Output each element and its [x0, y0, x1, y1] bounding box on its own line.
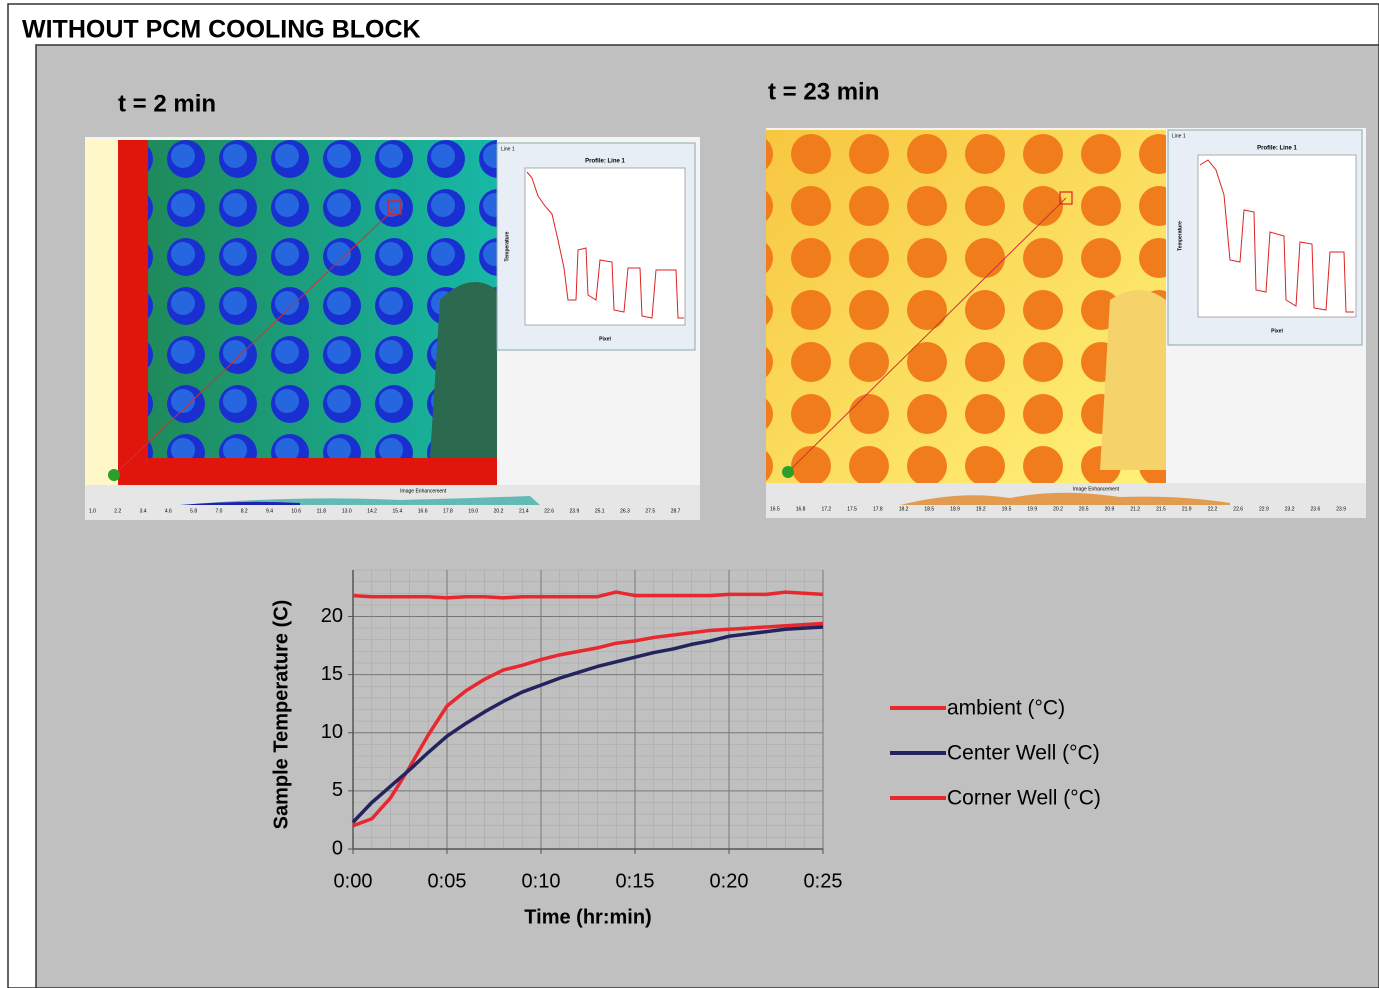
scale-label: 20.9	[1105, 506, 1115, 512]
x-tick-label: 0:15	[616, 870, 655, 892]
x-axis-label: Time (hr:min)	[524, 906, 651, 928]
profile-y-label: Temperature	[1177, 221, 1183, 251]
series-line	[351, 625, 824, 824]
scale-label: 8.2	[241, 508, 248, 514]
x-tick-label: 0:05	[428, 870, 467, 892]
image-label: t = 2 min	[118, 90, 216, 117]
image-label: t = 23 min	[768, 78, 879, 105]
scale-label: 20.2	[1053, 506, 1063, 512]
legend-label: ambient (°C)	[947, 697, 1065, 720]
y-tick-label: 5	[332, 779, 343, 801]
scale-label: 25.1	[595, 508, 605, 514]
scale-label: 22.6	[1233, 506, 1243, 512]
y-tick-label: 0	[332, 837, 343, 859]
thermal-image	[766, 128, 1366, 518]
profile-title: Profile: Line 1	[585, 159, 625, 165]
scale-label: 4.6	[165, 508, 172, 514]
scale-label: 21.5	[1156, 506, 1166, 512]
scale-label: 17.5	[847, 506, 857, 512]
scale-label: 21.4	[519, 508, 529, 514]
legend-label: Corner Well (°C)	[947, 787, 1101, 810]
scale-label: 22.6	[544, 508, 554, 514]
scale-label: 5.8	[190, 508, 197, 514]
scale-label: 16.6	[418, 508, 428, 514]
scale-label: 16.5	[770, 506, 780, 512]
scale-label: 7.0	[215, 508, 222, 514]
scale-label: 19.2	[976, 506, 986, 512]
scale-label: 9.4	[266, 508, 273, 514]
scale-label: 18.2	[899, 506, 909, 512]
scale-label: 27.5	[645, 508, 655, 514]
y-axis-label: Sample Temperature (C)	[270, 600, 292, 830]
x-tick-label: 0:10	[522, 870, 561, 892]
scale-label: 15.4	[393, 508, 403, 514]
x-tick-label: 0:20	[710, 870, 749, 892]
series-line	[352, 590, 824, 600]
scale-label: 14.2	[367, 508, 377, 514]
series-line	[352, 621, 824, 828]
legend-label: Center Well (°C)	[947, 742, 1100, 765]
scale-label: 26.3	[620, 508, 630, 514]
scale-label: 11.8	[317, 508, 327, 514]
scale-label: 21.2	[1130, 506, 1140, 512]
scale-label: 23.9	[570, 508, 580, 514]
scale-label: 22.9	[1259, 506, 1269, 512]
scale-label: 18.5	[924, 506, 934, 512]
y-tick-label: 20	[321, 605, 343, 627]
scale-label: 17.2	[821, 506, 831, 512]
profile-title: Profile: Line 1	[1257, 146, 1297, 152]
x-tick-label: 0:00	[334, 870, 373, 892]
enhancement-label: Image Enhancement	[400, 488, 447, 494]
scale-label: 23.9	[1336, 506, 1346, 512]
window-title: Line 1	[1172, 133, 1186, 139]
enhancement-label: Image Enhancement	[1073, 486, 1120, 492]
x-tick-label: 0:25	[804, 870, 843, 892]
scale-label: 19.5	[1002, 506, 1012, 512]
scale-label: 1.0	[89, 508, 96, 514]
scale-label: 23.2	[1285, 506, 1295, 512]
page-title: WITHOUT PCM COOLING BLOCK	[22, 16, 421, 44]
y-tick-label: 10	[321, 721, 343, 743]
scale-label: 21.9	[1182, 506, 1192, 512]
scale-label: 19.9	[1027, 506, 1037, 512]
profile-y-label: Temperature	[504, 231, 510, 261]
profile-x-label: Pixel	[599, 336, 611, 342]
thermal-image	[85, 137, 700, 520]
scale-label: 17.8	[873, 506, 883, 512]
scale-label: 23.6	[1311, 506, 1321, 512]
y-tick-label: 15	[321, 663, 343, 685]
scale-label: 20.2	[494, 508, 504, 514]
scale-label: 3.4	[140, 508, 147, 514]
scale-label: 2.2	[114, 508, 121, 514]
scale-label: 19.0	[468, 508, 478, 514]
scale-label: 16.8	[796, 506, 806, 512]
window-title: Line 1	[501, 146, 515, 152]
scale-label: 10.6	[291, 508, 301, 514]
profile-x-label: Pixel	[1271, 328, 1283, 334]
scale-label: 22.2	[1208, 506, 1218, 512]
scale-label: 17.8	[443, 508, 453, 514]
scale-label: 20.5	[1079, 506, 1089, 512]
scale-label: 18.9	[950, 506, 960, 512]
scale-label: 28.7	[671, 508, 681, 514]
scale-label: 13.0	[342, 508, 352, 514]
